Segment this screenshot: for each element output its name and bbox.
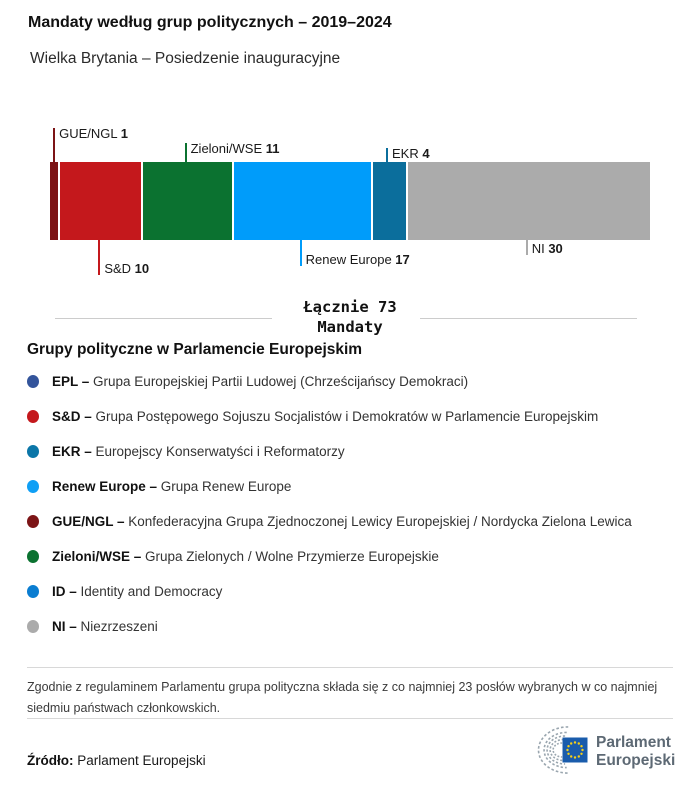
logo-wordmark-line2: Europejski (596, 752, 675, 769)
footnote-divider-bottom (27, 718, 673, 719)
bar-segment-gue-ngl[interactable] (50, 162, 59, 240)
callout-group-name: NI (531, 241, 549, 256)
callout-label-gue-ngl: GUE/NGL 1 (59, 127, 128, 140)
callout-group-name: EKR (391, 146, 423, 161)
footnote-divider-top (27, 667, 673, 668)
callout-group-name: Zieloni/WSE (190, 141, 266, 156)
total-seats: Łącznie 73 Mandaty (0, 297, 700, 337)
total-label: Łącznie 73 (303, 298, 397, 316)
legend-color-dot (27, 550, 39, 563)
legend-item-gue-ngl: GUE/NGL – Konfederacyjna Grupa Zjednoczo… (0, 504, 700, 539)
legend-item-ni: NI – Niezrzeszeni (0, 609, 700, 644)
divider-right (420, 318, 637, 319)
european-parliament-logo: Parlament Europejski (537, 726, 675, 774)
legend-item-id: ID – Identity and Democracy (0, 574, 700, 609)
callout-tick-ekr (385, 148, 388, 162)
callout-seat-count: 17 (395, 252, 410, 267)
bar-segment-zieloni-wse[interactable] (142, 162, 232, 240)
callout-group-name: S&D (104, 261, 135, 276)
legend-color-dot (27, 375, 39, 388)
page-subtitle: Wielka Brytania – Posiedzenie inauguracy… (30, 50, 341, 67)
callout-seat-count: 10 (134, 261, 150, 276)
legend-color-dot (27, 410, 39, 423)
callout-label-renew-europe: Renew Europe 17 (306, 253, 410, 266)
legend-item-text: EKR – Europejscy Konserwatyści i Reforma… (52, 444, 345, 459)
footnote-text: Zgodnie z regulaminem Parlamentu grupa p… (27, 680, 658, 715)
bar-segment-ekr[interactable] (373, 162, 406, 240)
callout-tick-ni (525, 240, 528, 255)
legend-heading: Grupy polityczne w Parlamencie Europejsk… (27, 341, 363, 358)
hemicycle-icon (537, 726, 569, 774)
callout-seat-count: 30 (548, 241, 563, 256)
legend-item-zieloni-wse: Zieloni/WSE – Grupa Zielonych / Wolne Pr… (0, 539, 700, 574)
legend-item-epl: EPL – Grupa Europejskiej Partii Ludowej … (0, 364, 700, 399)
callout-group-name: GUE/NGL (59, 126, 121, 141)
legend-item-ekr: EKR – Europejscy Konserwatyści i Reforma… (0, 434, 700, 469)
source-label: Źródło: (27, 753, 74, 768)
legend-item-text: Zieloni/WSE – Grupa Zielonych / Wolne Pr… (52, 549, 439, 564)
callout-group-name: Renew Europe (305, 252, 396, 267)
legend-item-text: Renew Europe – Grupa Renew Europe (52, 479, 292, 494)
logo-wordmark-line1: Parlament (596, 734, 671, 751)
legend-item-text: ID – Identity and Democracy (52, 584, 223, 599)
callout-seat-count: 1 (120, 126, 128, 141)
callout-tick-gue-ngl (53, 128, 56, 162)
source-line: Źródło: Parlament Europejski (27, 753, 206, 768)
legend-item-s-d: S&D – Grupa Postępowego Sojuszu Socjalis… (0, 399, 700, 434)
legend-color-dot (27, 480, 39, 493)
bar-segment-s-d[interactable] (60, 162, 141, 240)
legend-item-text: EPL – Grupa Europejskiej Partii Ludowej … (52, 374, 469, 389)
seats-chart: GUE/NGL 1 S&D 10 Zieloni/WSE 11 Renew Europ… (0, 0, 700, 300)
callout-label-ekr: EKR 4 (392, 147, 430, 160)
total-sublabel: Mandaty (317, 318, 383, 336)
callout-label-ni: NI 30 (532, 242, 563, 255)
callout-seat-count: 4 (422, 146, 430, 161)
seats-bar (50, 162, 650, 240)
legend-list: EPL – Grupa Europejskiej Partii Ludowej … (0, 364, 700, 644)
bar-segment-ni[interactable] (407, 162, 650, 240)
divider-left (55, 318, 272, 319)
legend-color-dot (27, 515, 39, 528)
eu-flag-icon (562, 737, 588, 763)
callout-tick-s-d (98, 240, 101, 275)
page-title: Mandaty według grup politycznych – 2019–… (28, 14, 392, 31)
callout-tick-renew-europe (299, 240, 302, 266)
callout-label-s-d: S&D 10 (104, 262, 149, 275)
legend-item-text: S&D – Grupa Postępowego Sojuszu Socjalis… (52, 409, 599, 424)
bar-segment-renew-europe[interactable] (233, 162, 372, 240)
legend-color-dot (27, 620, 39, 633)
legend-color-dot (27, 585, 39, 598)
source-text: Parlament Europejski (77, 753, 206, 768)
legend-item-text: GUE/NGL – Konfederacyjna Grupa Zjednoczo… (52, 514, 632, 529)
callout-tick-zieloni-wse (184, 143, 187, 162)
callout-seat-count: 11 (265, 141, 280, 156)
callout-label-zieloni-wse: Zieloni/WSE 11 (191, 142, 280, 155)
legend-color-dot (27, 445, 39, 458)
legend-item-text: NI – Niezrzeszeni (52, 619, 158, 634)
legend-item-renew-europe: Renew Europe – Grupa Renew Europe (0, 469, 700, 504)
